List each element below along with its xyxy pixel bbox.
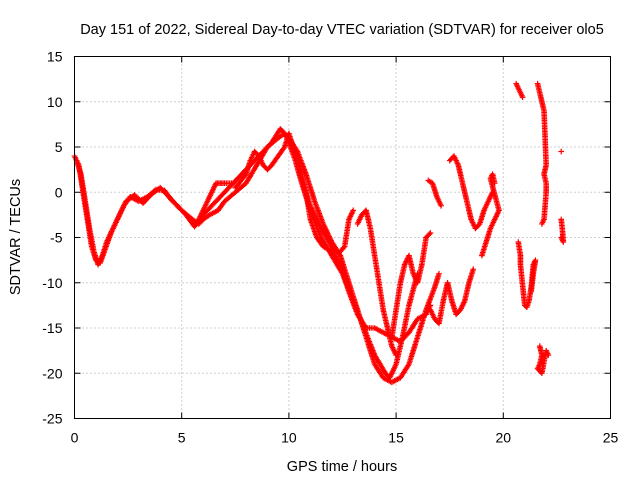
series-track-l bbox=[513, 80, 526, 101]
data-point bbox=[426, 231, 433, 237]
y-axis-label: SDTVAR / TECUs bbox=[8, 179, 24, 295]
data-point bbox=[528, 289, 534, 295]
data-point bbox=[470, 266, 477, 272]
series-track-c bbox=[196, 180, 236, 223]
data-point bbox=[436, 270, 442, 277]
series-track-m bbox=[534, 80, 552, 377]
y-tick-label: 0 bbox=[55, 184, 63, 200]
x-tick-label: 20 bbox=[496, 430, 512, 446]
data-point bbox=[558, 148, 564, 155]
y-tick-label: -20 bbox=[42, 365, 62, 381]
x-tick-label: 5 bbox=[178, 430, 186, 446]
y-tick-label: -15 bbox=[42, 320, 62, 336]
y-tick-label: -5 bbox=[50, 230, 63, 246]
series-track-k bbox=[479, 171, 502, 259]
series-track-h bbox=[427, 266, 477, 327]
x-tick-label: 25 bbox=[603, 430, 619, 446]
data-point bbox=[539, 221, 545, 227]
y-tick-label: -25 bbox=[42, 411, 62, 427]
y-tick-label: 15 bbox=[47, 49, 63, 65]
data-point bbox=[427, 230, 434, 236]
data-point bbox=[350, 207, 357, 214]
series-track-n bbox=[515, 239, 539, 310]
data-point bbox=[393, 352, 399, 358]
data-point bbox=[558, 234, 564, 241]
data-point bbox=[340, 244, 347, 251]
x-tick-label: 10 bbox=[281, 430, 297, 446]
data-points bbox=[71, 80, 567, 386]
y-tick-label: -10 bbox=[42, 275, 62, 291]
data-point bbox=[545, 352, 552, 358]
x-tick-label: 0 bbox=[71, 430, 79, 446]
y-tick-label: 10 bbox=[47, 94, 63, 110]
x-axis-label: GPS time / hours bbox=[287, 459, 397, 475]
series-track-i bbox=[425, 177, 444, 209]
axis-ticks: 0 5 10 15 20 25 -25 -20 -15 -10 -5 0 5 10 15 bbox=[42, 49, 618, 446]
series-track-e bbox=[296, 171, 357, 257]
data-point bbox=[491, 180, 498, 186]
series-track-g bbox=[389, 230, 434, 340]
x-tick-label: 15 bbox=[388, 430, 404, 446]
data-point bbox=[230, 180, 236, 186]
series-track-j bbox=[446, 153, 496, 232]
chart-title: Day 151 of 2022, Sidereal Day-to-day VTE… bbox=[80, 22, 604, 38]
series-track-f bbox=[354, 207, 399, 358]
data-point bbox=[438, 203, 444, 209]
y-tick-label: 5 bbox=[55, 139, 63, 155]
data-point bbox=[519, 94, 526, 101]
series-track-o bbox=[558, 148, 567, 245]
grid-lines bbox=[74, 56, 611, 419]
